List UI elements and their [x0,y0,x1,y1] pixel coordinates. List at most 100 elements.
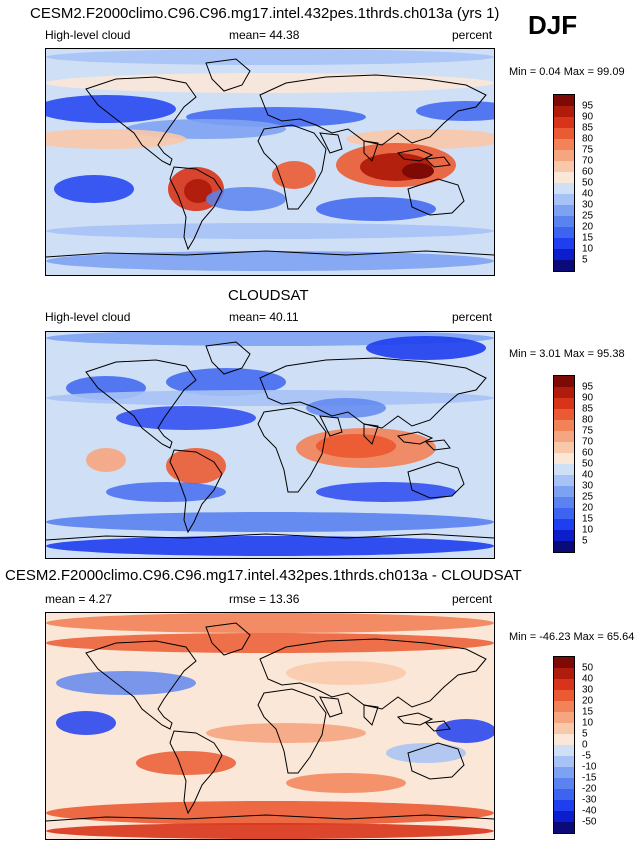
field-contour [166,448,226,484]
panel1-map [45,48,495,276]
field-contour [46,823,494,839]
colorbar-label: 25 [582,491,594,503]
panel2-colorbar: 95 90 85 80 75 70 60 50 40 30 25 20 15 10 5 [553,375,593,553]
field-contour [316,434,396,458]
field-contour [306,398,386,418]
field-contour [416,101,494,121]
field-contour [56,671,196,695]
panel1-mean: mean= 44.38 [229,28,300,42]
colorbar-segment [554,194,574,205]
colorbar-segment [554,679,574,690]
field-contour [86,448,126,472]
colorbar-label: -15 [582,772,597,784]
colorbar-segment [554,464,574,475]
colorbar-segment [554,541,574,552]
panel3-colorbar: 50 40 30 20 15 10 5 0 -5 -10 -15 -20 -30 -40 -50 [553,656,596,834]
colorbar-segment [554,150,574,161]
field-contour [46,95,176,123]
coastlines [46,58,494,258]
colorbar-segment [554,442,574,453]
colorbar-label: -20 [582,783,597,795]
colorbar-label: 15 [582,513,594,525]
colorbar-segment [554,497,574,508]
field-contour [46,801,494,825]
colorbar-label: 50 [582,177,594,189]
colorbar-segment [554,690,574,701]
field-contour [46,129,186,149]
field-contour [206,723,366,743]
colorbar-label: 30 [582,199,594,211]
colorbar-label: 40 [582,673,594,685]
colorbar-label: 75 [582,144,594,156]
colorbar-label: 60 [582,166,594,178]
colorbar-label: 5 [582,728,588,740]
colorbar-label: 75 [582,425,594,437]
colorbar-segment [554,756,574,767]
colorbar-label: 85 [582,122,594,134]
colorbar-segment [554,249,574,260]
field-contour [206,187,286,211]
colorbar-segment [554,227,574,238]
colorbar-segment [554,519,574,530]
colorbar-segment [554,734,574,745]
colorbar-label: 90 [582,392,594,404]
season-label: DJF [528,10,578,40]
colorbar-segment [554,161,574,172]
colorbar-segment [554,387,574,398]
panel3-map [45,612,495,840]
colorbar-label: -50 [582,816,597,828]
colorbar-label: 30 [582,684,594,696]
colorbar-label: 80 [582,414,594,426]
colorbar-segment [554,475,574,486]
panel1-title: CESM2.F2000climo.C96.C96.mg17.intel.432p… [30,5,500,22]
colorbar-label: 20 [582,221,594,233]
panel3-title: CESM2.F2000climo.C96.C96.mg17.intel.432p… [5,567,522,584]
colorbar-segment [554,712,574,723]
colorbar-label: 5 [582,254,588,266]
colorbar-label: 20 [582,502,594,514]
colorbar-label: 10 [582,524,594,536]
panel1-colorbar: 95 90 85 80 75 70 60 50 40 30 25 20 15 10 5 [553,94,593,272]
colorbar-label: 70 [582,155,594,167]
panel2-mean: mean= 40.11 [229,310,299,324]
panel3-units: percent [452,592,493,606]
colorbar-label: 50 [582,458,594,470]
panel2-variable: High-level cloud [45,310,131,324]
colorbar-label: -40 [582,805,597,817]
panel1-minmax: Min = 0.04 Max = 99.09 [509,66,625,78]
field-contour [46,251,494,271]
colorbar-segment [554,238,574,249]
field-contour [46,390,494,406]
panel2-minmax: Min = 3.01 Max = 95.38 [509,348,625,360]
field-contour [46,49,494,65]
colorbar-label: 95 [582,381,594,393]
colorbar-segment [554,172,574,183]
colorbar-segment [554,205,574,216]
colorbar-segment [554,216,574,227]
colorbar-segment [554,486,574,497]
panel1-units: percent [452,28,493,42]
colorbar-segment [554,431,574,442]
colorbar-label: -10 [582,761,597,773]
colorbar-label: 40 [582,469,594,481]
colorbar-segment [554,376,574,387]
colorbar-segment [554,778,574,789]
field-contour [46,73,494,93]
field-contour [46,613,494,633]
field-contour [386,743,466,763]
colorbar-label: 70 [582,436,594,448]
field-contour [46,223,494,239]
colorbar-label: 80 [582,133,594,145]
colorbar-segment [554,106,574,117]
field-contour [366,336,486,360]
colorbar-label: 85 [582,403,594,415]
colorbar-segment [554,128,574,139]
panel2-map [45,331,495,559]
colorbar-label: 50 [582,662,594,674]
colorbar-segment [554,260,574,271]
colorbar-segment [554,453,574,464]
colorbar-segment [554,139,574,150]
colorbar-label: 15 [582,232,594,244]
field-contour [436,719,494,743]
colorbar-label: 5 [582,535,588,547]
